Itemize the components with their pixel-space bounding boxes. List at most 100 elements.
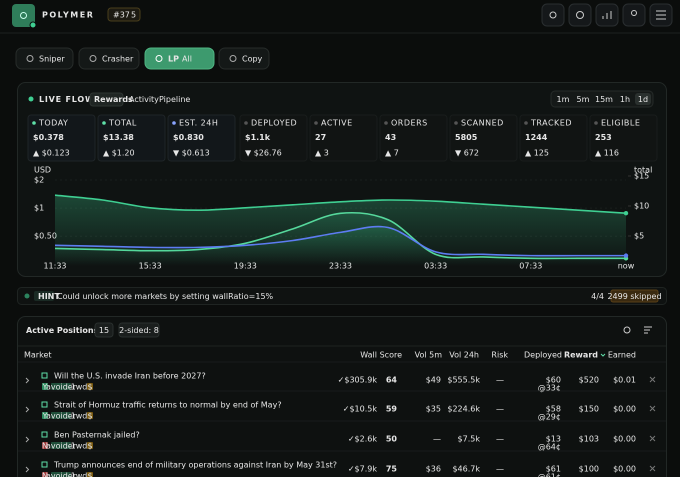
market-title: Trump announces end of military operatio… bbox=[53, 461, 337, 470]
tag-text: $ bbox=[87, 411, 92, 420]
hint-dot bbox=[24, 293, 30, 299]
search-icon[interactable] bbox=[623, 326, 631, 334]
live-flow-title: LIVE FLOW bbox=[39, 95, 95, 104]
tag-text: avoider bbox=[46, 411, 77, 420]
logo-mark bbox=[20, 12, 27, 19]
range-option: 5m bbox=[577, 95, 590, 104]
nav-icon bbox=[155, 55, 163, 62]
streak: 5 bbox=[131, 11, 136, 20]
stat-delta: ▲ $0.123 bbox=[33, 149, 70, 158]
gear-icon bbox=[576, 11, 584, 19]
range-active[interactable] bbox=[635, 93, 651, 105]
column-header: Risk bbox=[491, 351, 508, 360]
tag bbox=[42, 442, 48, 449]
cell-earned: $0.00 bbox=[613, 405, 636, 414]
column-header: Score bbox=[380, 351, 402, 360]
cell-earned: $0.00 bbox=[613, 465, 636, 474]
nav-icon bbox=[89, 55, 97, 62]
market-title: Will the U.S. invade Iran before 2027? bbox=[54, 372, 206, 381]
stat-label: DEPLOYED bbox=[251, 119, 297, 128]
cell-wall: ✓$305.9k bbox=[338, 376, 378, 385]
remove-button[interactable] bbox=[649, 405, 656, 412]
expand-chevron[interactable] bbox=[25, 406, 30, 413]
stat-label: SCANNED bbox=[461, 119, 504, 128]
expand-chevron[interactable] bbox=[25, 436, 30, 443]
cell-vol5m: $49 bbox=[426, 376, 441, 385]
link-icon[interactable] bbox=[41, 461, 48, 468]
market-title: Ben Pasternak jailed? bbox=[54, 431, 140, 440]
nav-button[interactable] bbox=[15, 47, 74, 70]
stat-card bbox=[309, 114, 378, 162]
live-dot bbox=[28, 96, 34, 102]
stat-value: 253 bbox=[595, 133, 612, 142]
stat-delta: ▲ 7 bbox=[385, 149, 399, 158]
cell-price: @29¢ bbox=[538, 413, 561, 422]
stat-icon bbox=[172, 121, 176, 125]
stat-card bbox=[589, 114, 658, 162]
cell-score: 50 bbox=[386, 435, 398, 444]
stat-icon bbox=[102, 121, 106, 125]
cell-vol5m: $36 bbox=[426, 465, 441, 474]
stat-value: 43 bbox=[385, 133, 396, 142]
stat-label: ORDERS bbox=[391, 119, 428, 128]
remove-button[interactable] bbox=[649, 376, 656, 383]
bars-icon bbox=[602, 11, 612, 19]
stat-card bbox=[239, 114, 308, 162]
cell-reward: $100 bbox=[579, 465, 599, 474]
nav-label: LP bbox=[168, 55, 179, 64]
brand: POLYMER bbox=[42, 11, 94, 20]
range-option: 15m bbox=[595, 95, 613, 104]
logo bbox=[12, 4, 35, 27]
stat-delta: ▲ $1.20 bbox=[103, 149, 135, 158]
notifications-button[interactable] bbox=[541, 3, 565, 27]
market-title: Strait of Hormuz traffic returns to norm… bbox=[54, 401, 282, 410]
stat-delta: ▲ 3 bbox=[315, 149, 329, 158]
tag-text: avoider bbox=[46, 471, 77, 477]
y2-axis-label: total bbox=[634, 166, 652, 175]
series-area bbox=[55, 226, 626, 266]
remove-button[interactable] bbox=[649, 435, 656, 442]
settings-button[interactable] bbox=[568, 3, 592, 27]
sort-icon[interactable] bbox=[644, 326, 652, 334]
cell-earned: $0.01 bbox=[613, 376, 636, 385]
nav-icon bbox=[229, 55, 237, 62]
link-icon[interactable] bbox=[41, 401, 48, 408]
tab-active[interactable] bbox=[89, 92, 124, 107]
tag-text: avoider bbox=[46, 382, 77, 391]
link-icon[interactable] bbox=[41, 372, 48, 379]
nav-button[interactable] bbox=[144, 47, 215, 70]
remove-button[interactable] bbox=[649, 465, 656, 472]
expand-chevron[interactable] bbox=[25, 377, 30, 384]
stat-icon bbox=[244, 121, 248, 125]
rank: #37 bbox=[113, 11, 130, 20]
cell-reward: $103 bbox=[579, 435, 599, 444]
range-group bbox=[550, 90, 654, 108]
flow-tab: Pipeline bbox=[159, 95, 190, 104]
cell-score: 75 bbox=[386, 465, 398, 474]
rank-badge bbox=[107, 7, 141, 22]
tag-text: N bbox=[42, 471, 48, 477]
link-icon[interactable] bbox=[41, 431, 48, 438]
column-header: Vol 5m bbox=[415, 351, 443, 360]
nav-button[interactable] bbox=[218, 47, 270, 70]
nav-button[interactable] bbox=[78, 47, 140, 70]
cell-deployed: $60 bbox=[546, 376, 561, 385]
stat-icon bbox=[454, 121, 458, 125]
series-end-dot bbox=[623, 211, 629, 216]
stat-label: TRACKED bbox=[530, 119, 572, 128]
cell-deployed: $13 bbox=[546, 435, 561, 444]
stat-label: ELIGIBLE bbox=[601, 119, 640, 128]
stat-delta: ▲ 116 bbox=[595, 149, 619, 158]
cell-risk: — bbox=[496, 376, 504, 385]
positions-panel bbox=[17, 316, 667, 477]
y2-tick-label: $15 bbox=[634, 172, 649, 181]
stat-value: 27 bbox=[315, 133, 326, 142]
flow-tab: Rewards bbox=[94, 95, 133, 104]
tag-text: $ bbox=[87, 382, 92, 391]
hint-bar bbox=[17, 287, 667, 305]
tag bbox=[51, 442, 71, 449]
cell-reward: $520 bbox=[579, 376, 599, 385]
expand-chevron[interactable] bbox=[25, 466, 30, 473]
tag-text: avoider bbox=[46, 441, 77, 450]
nav-label: Copy bbox=[242, 55, 263, 64]
